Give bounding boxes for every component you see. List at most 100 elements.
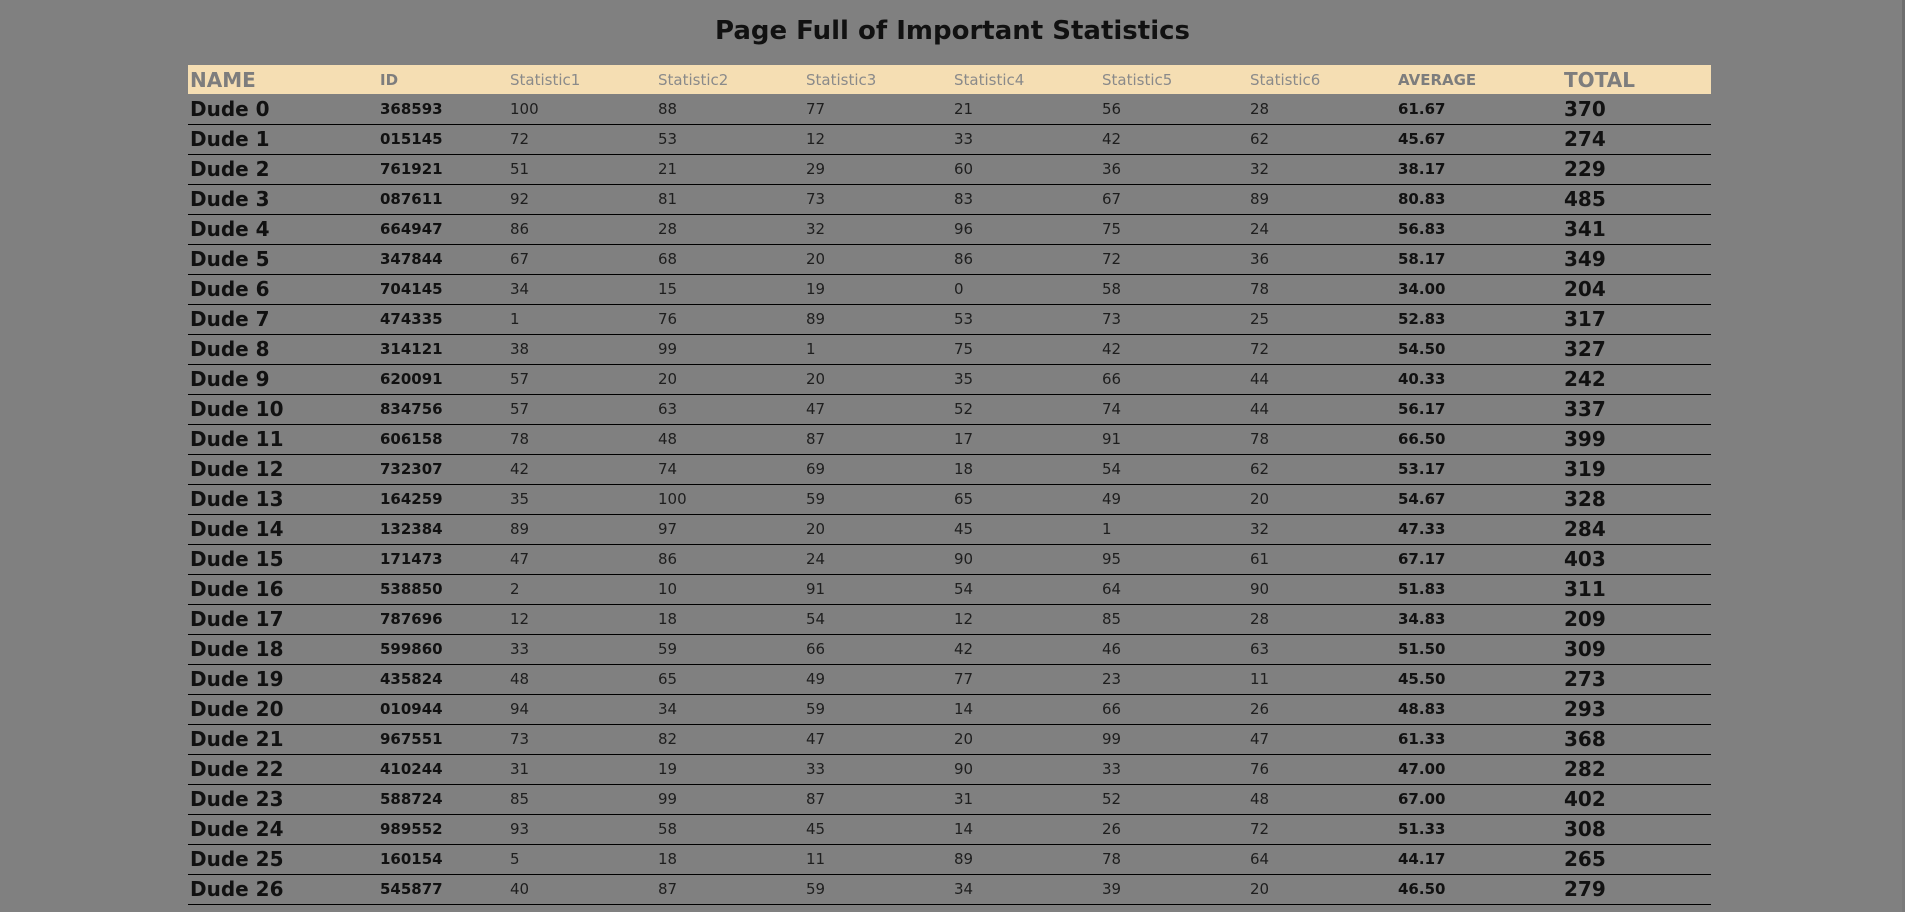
cell-statistic5: 64 (1100, 574, 1248, 605)
cell-total: 274 (1562, 124, 1711, 155)
table-row[interactable]: Dude 26 545877 40 87 59 34 39 20 46.50 279 (188, 874, 1711, 905)
column-header-total[interactable]: TOTAL (1564, 67, 1635, 92)
cell-statistic2: 58 (656, 814, 804, 845)
cell-name: Dude 12 (188, 454, 378, 485)
table-row[interactable]: Dude 17 787696 12 18 54 12 85 28 34.83 209 (188, 604, 1711, 635)
cell-average: 47.33 (1396, 514, 1562, 545)
cell-statistic3: 87 (804, 424, 952, 455)
table-row[interactable]: Dude 4 664947 86 28 32 96 75 24 56.83 341 (188, 214, 1711, 245)
cell-average: 67.00 (1396, 784, 1562, 815)
cell-total: 370 (1562, 94, 1711, 125)
cell-statistic6: 26 (1248, 694, 1396, 725)
cell-statistic3: 11 (804, 844, 952, 875)
cell-statistic1: 31 (508, 754, 656, 785)
table-row[interactable]: Dude 2 761921 51 21 29 60 36 32 38.17 229 (188, 154, 1711, 185)
column-header-statistic5[interactable]: Statistic5 (1102, 70, 1173, 89)
cell-id: 347844 (378, 244, 508, 275)
cell-total: 368 (1562, 724, 1711, 755)
cell-statistic5: 58 (1100, 274, 1248, 305)
table-row[interactable]: Dude 19 435824 48 65 49 77 23 11 45.50 273 (188, 664, 1711, 695)
vertical-scrollbar[interactable] (1902, 0, 1905, 912)
table-row[interactable]: Dude 0 368593 100 88 77 21 56 28 61.67 370 (188, 94, 1711, 125)
cell-statistic2: 68 (656, 244, 804, 275)
cell-statistic5: 54 (1100, 454, 1248, 485)
cell-statistic3: 54 (804, 604, 952, 635)
table-row[interactable]: Dude 24 989552 93 58 45 14 26 72 51.33 308 (188, 814, 1711, 845)
column-header-statistic3[interactable]: Statistic3 (806, 70, 877, 89)
table-row[interactable]: Dude 25 160154 5 18 11 89 78 64 44.17 265 (188, 844, 1711, 875)
cell-id: 435824 (378, 664, 508, 695)
scrollbar-thumb[interactable] (1902, 0, 1905, 520)
table-row[interactable]: Dude 14 132384 89 97 20 45 1 32 47.33 284 (188, 514, 1711, 545)
cell-statistic3: 24 (804, 544, 952, 575)
table-row[interactable]: Dude 18 599860 33 59 66 42 46 63 51.50 309 (188, 634, 1711, 665)
column-header-statistic4[interactable]: Statistic4 (954, 70, 1025, 89)
table-row[interactable]: Dude 15 171473 47 86 24 90 95 61 67.17 403 (188, 544, 1711, 575)
table-row[interactable]: Dude 20 010944 94 34 59 14 66 26 48.83 293 (188, 694, 1711, 725)
column-header-average[interactable]: AVERAGE (1398, 70, 1477, 89)
cell-statistic1: 35 (508, 484, 656, 515)
cell-name: Dude 14 (188, 514, 378, 545)
cell-id: 989552 (378, 814, 508, 845)
column-header-statistic1[interactable]: Statistic1 (510, 70, 581, 89)
cell-statistic3: 69 (804, 454, 952, 485)
cell-id: 664947 (378, 214, 508, 245)
cell-id: 010944 (378, 694, 508, 725)
cell-total: 242 (1562, 364, 1711, 395)
cell-statistic3: 32 (804, 214, 952, 245)
cell-statistic5: 46 (1100, 634, 1248, 665)
cell-statistic6: 72 (1248, 334, 1396, 365)
table-row[interactable]: Dude 5 347844 67 68 20 86 72 36 58.17 349 (188, 244, 1711, 275)
table-row[interactable]: Dude 12 732307 42 74 69 18 54 62 53.17 319 (188, 454, 1711, 485)
cell-statistic4: 52 (952, 394, 1100, 425)
table-row[interactable]: Dude 22 410244 31 19 33 90 33 76 47.00 282 (188, 754, 1711, 785)
cell-total: 402 (1562, 784, 1711, 815)
table-row[interactable]: Dude 8 314121 38 99 1 75 42 72 54.50 327 (188, 334, 1711, 365)
statistics-table: NAME ID Statistic1 Statistic2 Statistic3… (188, 65, 1711, 905)
table-row[interactable]: Dude 6 704145 34 15 19 0 58 78 34.00 204 (188, 274, 1711, 305)
cell-average: 48.83 (1396, 694, 1562, 725)
cell-statistic2: 99 (656, 784, 804, 815)
cell-average: 54.50 (1396, 334, 1562, 365)
cell-id: 314121 (378, 334, 508, 365)
table-row[interactable]: Dude 16 538850 2 10 91 54 64 90 51.83 311 (188, 574, 1711, 605)
cell-total: 311 (1562, 574, 1711, 605)
cell-statistic6: 24 (1248, 214, 1396, 245)
table-row[interactable]: Dude 23 588724 85 99 87 31 52 48 67.00 402 (188, 784, 1711, 815)
column-header-name[interactable]: NAME (190, 67, 256, 92)
cell-statistic1: 42 (508, 454, 656, 485)
cell-statistic3: 12 (804, 124, 952, 155)
cell-statistic4: 96 (952, 214, 1100, 245)
cell-name: Dude 16 (188, 574, 378, 605)
table-row[interactable]: Dude 7 474335 1 76 89 53 73 25 52.83 317 (188, 304, 1711, 335)
table-row[interactable]: Dude 9 620091 57 20 20 35 66 44 40.33 242 (188, 364, 1711, 395)
cell-statistic3: 47 (804, 394, 952, 425)
cell-statistic3: 20 (804, 514, 952, 545)
cell-total: 485 (1562, 184, 1711, 215)
table-row[interactable]: Dude 10 834756 57 63 47 52 74 44 56.17 337 (188, 394, 1711, 425)
cell-statistic3: 45 (804, 814, 952, 845)
cell-name: Dude 5 (188, 244, 378, 275)
cell-statistic3: 91 (804, 574, 952, 605)
cell-statistic6: 61 (1248, 544, 1396, 575)
table-row[interactable]: Dude 3 087611 92 81 73 83 67 89 80.83 485 (188, 184, 1711, 215)
cell-total: 293 (1562, 694, 1711, 725)
cell-statistic1: 85 (508, 784, 656, 815)
cell-average: 38.17 (1396, 154, 1562, 185)
cell-statistic6: 20 (1248, 874, 1396, 905)
table-row[interactable]: Dude 21 967551 73 82 47 20 99 47 61.33 368 (188, 724, 1711, 755)
table-row[interactable]: Dude 13 164259 35 100 59 65 49 20 54.67 328 (188, 484, 1711, 515)
table-row[interactable]: Dude 1 015145 72 53 12 33 42 62 45.67 274 (188, 124, 1711, 155)
cell-statistic3: 47 (804, 724, 952, 755)
column-header-statistic2[interactable]: Statistic2 (658, 70, 729, 89)
cell-statistic6: 48 (1248, 784, 1396, 815)
cell-average: 34.00 (1396, 274, 1562, 305)
column-header-id[interactable]: ID (380, 70, 399, 89)
column-header-statistic6[interactable]: Statistic6 (1250, 70, 1321, 89)
cell-name: Dude 22 (188, 754, 378, 785)
cell-statistic4: 90 (952, 544, 1100, 575)
cell-total: 341 (1562, 214, 1711, 245)
cell-name: Dude 18 (188, 634, 378, 665)
table-row[interactable]: Dude 11 606158 78 48 87 17 91 78 66.50 399 (188, 424, 1711, 455)
cell-average: 40.33 (1396, 364, 1562, 395)
